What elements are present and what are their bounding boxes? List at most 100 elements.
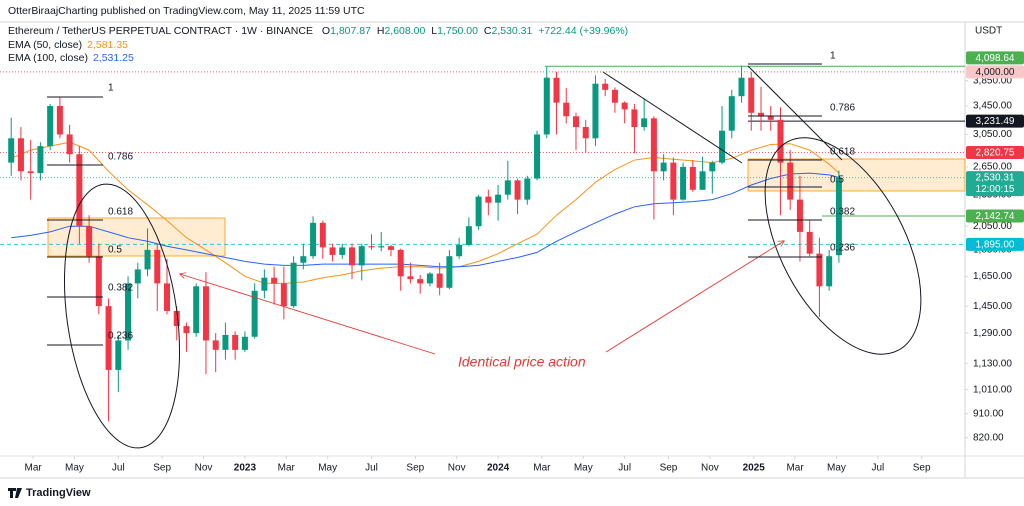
candle-body bbox=[456, 244, 463, 257]
candle-body bbox=[8, 138, 15, 163]
x-tick-label: Mar bbox=[278, 463, 296, 474]
candle-body bbox=[563, 102, 570, 117]
candle-body bbox=[76, 154, 83, 227]
arrow bbox=[180, 274, 436, 355]
candle-body bbox=[777, 119, 784, 163]
candle-body bbox=[319, 222, 326, 248]
candle-body bbox=[621, 102, 628, 110]
candle-body bbox=[95, 256, 102, 307]
quote-value: 1,807.87 bbox=[330, 25, 371, 37]
candle-body bbox=[641, 118, 648, 128]
x-tick-label: Sep bbox=[913, 463, 931, 474]
price-label: 2,820.75 bbox=[976, 147, 1015, 158]
candle-body bbox=[757, 112, 764, 117]
candle-body bbox=[787, 162, 794, 200]
fib-level: 0.786 bbox=[108, 152, 133, 163]
x-tick-label: Sep bbox=[153, 463, 171, 474]
price-label-box bbox=[966, 51, 1024, 65]
candle-body bbox=[699, 171, 706, 190]
candle-body bbox=[27, 171, 34, 174]
price-label: 3,231.49 bbox=[976, 116, 1015, 127]
price-label: 1,895.00 bbox=[976, 239, 1015, 250]
x-tick-label: Jul bbox=[618, 463, 631, 474]
candle-body bbox=[719, 130, 726, 163]
candle-body bbox=[37, 146, 44, 174]
x-tick-label: May bbox=[65, 463, 84, 474]
candle-body bbox=[475, 196, 482, 227]
x-tick-label: 2024 bbox=[487, 463, 510, 474]
fib-level: 0.236 bbox=[830, 243, 855, 254]
price-label: 4,098.64 bbox=[976, 53, 1015, 64]
candle-body bbox=[261, 277, 268, 291]
candle-body bbox=[572, 116, 579, 128]
quote-change: +722.44 (+39.96%) bbox=[538, 25, 628, 37]
candle-body bbox=[495, 194, 502, 203]
fib-level: 0.5 bbox=[108, 245, 122, 256]
price-label-box bbox=[966, 146, 1024, 160]
trend-line bbox=[602, 71, 743, 164]
x-tick-label: Nov bbox=[448, 463, 466, 474]
quote-key: H bbox=[377, 25, 385, 37]
footer-logo: TradingView bbox=[26, 487, 91, 499]
candle-body bbox=[709, 162, 716, 172]
candle-body bbox=[806, 231, 813, 254]
fib-level: 1 bbox=[830, 51, 836, 62]
candle-body bbox=[446, 256, 453, 288]
header-bg bbox=[0, 0, 965, 21]
candle-body bbox=[826, 256, 833, 287]
symbol: Ethereum / TetherUS PERPETUAL CONTRACT ·… bbox=[8, 25, 313, 37]
x-tick-label: Nov bbox=[701, 463, 719, 474]
candle-body bbox=[689, 166, 696, 190]
candle-body bbox=[602, 83, 609, 90]
candle-body bbox=[339, 247, 346, 255]
y-tick-label: 3,050.00 bbox=[973, 129, 1012, 140]
candle-body bbox=[358, 246, 365, 266]
annotation: Identical price action bbox=[458, 354, 586, 370]
candle-body bbox=[504, 180, 511, 195]
fib-level: 1 bbox=[108, 83, 114, 94]
candle-body bbox=[631, 109, 638, 128]
quote-value: 2,530.31 bbox=[491, 25, 532, 37]
candle-body bbox=[349, 247, 356, 266]
candle-body bbox=[553, 77, 560, 103]
x-tick-label: Sep bbox=[406, 463, 424, 474]
quote-key: L bbox=[431, 25, 437, 37]
ema-line bbox=[11, 172, 840, 268]
candle-body bbox=[650, 118, 657, 172]
candle-body bbox=[611, 89, 618, 103]
countdown: 12:00:15 bbox=[976, 184, 1015, 195]
y-tick-label: 1,650.00 bbox=[973, 271, 1012, 282]
candle-body bbox=[796, 199, 803, 232]
candle-body bbox=[368, 246, 375, 248]
price-label-box bbox=[966, 65, 1024, 79]
trend-line bbox=[747, 65, 843, 161]
price-label: 2,142.74 bbox=[976, 211, 1015, 222]
candle-body bbox=[105, 306, 112, 370]
fib-level: 0.382 bbox=[108, 283, 133, 294]
x-tick-label: Jul bbox=[871, 463, 884, 474]
candle-body bbox=[524, 178, 531, 200]
candle-body bbox=[86, 226, 93, 257]
candle-body bbox=[592, 83, 599, 139]
candle-body bbox=[378, 246, 385, 248]
ema-legend: EMA (100, close) 2,531.25 bbox=[8, 52, 134, 64]
zone-box bbox=[47, 217, 226, 257]
x-tick-label: Nov bbox=[195, 463, 213, 474]
y-tick-label: 1,010.00 bbox=[973, 384, 1012, 395]
arrow bbox=[605, 241, 784, 353]
candle-body bbox=[670, 162, 677, 200]
candle-body bbox=[212, 340, 219, 350]
candle-body bbox=[680, 166, 687, 200]
fib-level: 0.5 bbox=[830, 175, 844, 186]
highlight-ellipse bbox=[764, 137, 922, 355]
candle-body bbox=[232, 334, 239, 350]
candle-body bbox=[115, 340, 122, 370]
candle-body bbox=[251, 290, 258, 337]
candle-body bbox=[485, 196, 492, 203]
candle-body bbox=[728, 96, 735, 131]
x-tick-label: Mar bbox=[786, 463, 804, 474]
currency: USDT bbox=[975, 26, 1002, 37]
candle-body bbox=[241, 336, 248, 350]
x-tick-label: May bbox=[827, 463, 846, 474]
